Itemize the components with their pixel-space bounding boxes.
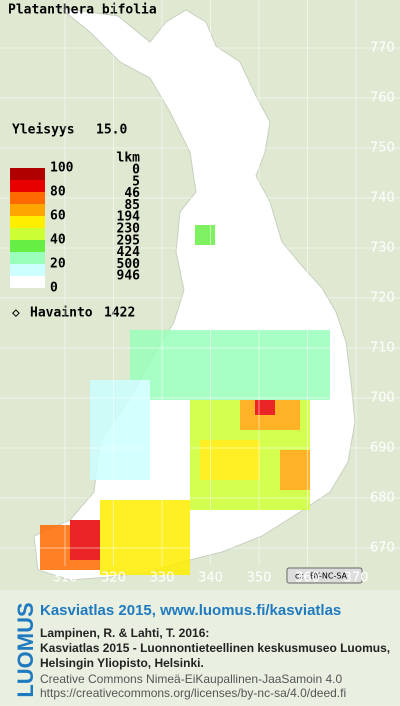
x-grid-label: 360 <box>295 571 320 586</box>
legend-count: 500 <box>117 257 141 272</box>
license-badge: BY-NC-SA <box>310 572 348 581</box>
y-grid-label: 710 <box>370 341 395 356</box>
license-line: https://creativecommons.org/licenses/by-… <box>40 686 346 700</box>
cc-icon: cc <box>295 572 304 581</box>
legend-swatch <box>10 228 45 240</box>
legend-scale-label: 80 <box>50 185 66 200</box>
grid: 770 760 750 740 730 720 710 700 690 680 670 310 320 3… <box>0 0 400 586</box>
citation-line: Helsingin Yliopisto, Helsinki. <box>40 656 204 670</box>
legend-swatch <box>10 180 45 192</box>
x-grid-label: 350 <box>247 571 272 586</box>
legend-swatch <box>10 264 45 276</box>
legend-count: 230 <box>117 222 141 237</box>
citation-line: Lampinen, R. & Lahti, T. 2016: <box>40 626 209 640</box>
legend-swatch <box>10 216 45 228</box>
count-header: lkm <box>117 151 141 166</box>
y-grid-label: 760 <box>370 91 395 106</box>
y-grid-label: 740 <box>370 191 395 206</box>
legend-swatch <box>10 168 45 180</box>
legend-scale-label: 60 <box>50 209 66 224</box>
y-grid-label: 770 <box>370 41 395 56</box>
citation-line: Kasviatlas 2015 - Luonnontieteellinen ke… <box>40 641 390 655</box>
legend-scale-label: 20 <box>50 257 66 272</box>
license-badge-box <box>286 567 363 584</box>
legend-count: 46 <box>124 186 140 201</box>
legend-swatch <box>10 204 45 216</box>
legend-scale-label: 40 <box>50 233 66 248</box>
observation-symbol: ◇ <box>12 306 20 321</box>
observations-label: Havainto <box>30 306 93 321</box>
frequency-label: Yleisyys <box>12 123 75 138</box>
logo: LUOMUS <box>13 602 38 697</box>
legend-count: 85 <box>124 198 140 213</box>
legend-count: 5 <box>132 174 140 189</box>
x-grid-label: 310 <box>53 571 78 586</box>
x-grid-label: 320 <box>101 571 126 586</box>
y-grid-label: 720 <box>370 291 395 306</box>
legend-count: 0 <box>132 163 140 178</box>
legend-count: 946 <box>117 269 141 284</box>
legend-swatch <box>10 192 45 204</box>
observations-count: 1422 <box>104 306 135 321</box>
distribution-cells <box>40 225 330 575</box>
footer-text: Lampinen, R. & Lahti, T. 2016:Kasviatlas… <box>40 626 390 700</box>
legend-count: 424 <box>117 245 141 260</box>
y-grid-label: 730 <box>370 241 395 256</box>
footer-title: Kasviatlas 2015, www.luomus.fi/kasviatla… <box>40 602 341 619</box>
frequency-value: 15.0 <box>96 123 127 138</box>
legend-swatch <box>10 276 45 288</box>
x-grid-label: 330 <box>150 571 175 586</box>
y-grid-label: 750 <box>370 141 395 156</box>
legend-count: 194 <box>117 210 141 225</box>
legend-swatch <box>10 252 45 264</box>
y-grid-label: 690 <box>370 441 395 456</box>
x-grid-label: 340 <box>198 571 223 586</box>
legend-scale-label: 100 <box>50 161 74 176</box>
y-grid-label: 680 <box>370 491 395 506</box>
legend-count: 295 <box>117 233 140 248</box>
license-line: Creative Commons Nimeä-EiKaupallinen-Jaa… <box>40 672 342 686</box>
legend-swatch <box>10 240 45 252</box>
legend-scale-label: 0 <box>50 281 58 296</box>
y-grid-label: 670 <box>370 541 395 556</box>
title: Platanthera bifolia <box>8 3 157 18</box>
x-grid-label: 370 <box>344 571 369 586</box>
y-grid-label: 700 <box>370 391 395 406</box>
